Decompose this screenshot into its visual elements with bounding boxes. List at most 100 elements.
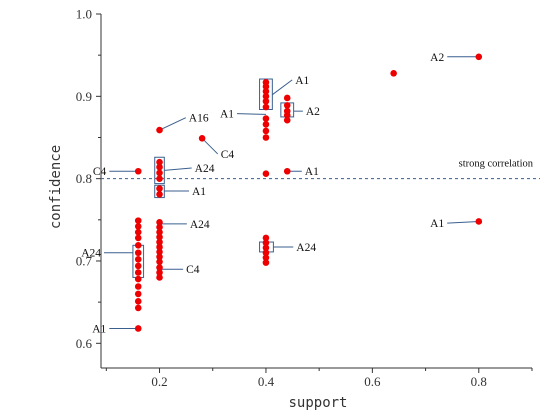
annotation-label: A1 bbox=[305, 166, 319, 178]
annotation-label: A2 bbox=[430, 52, 444, 64]
data-point bbox=[283, 111, 291, 119]
data-point bbox=[134, 275, 142, 283]
leader-layer bbox=[104, 56, 479, 329]
data-point bbox=[156, 158, 163, 166]
data-point bbox=[156, 253, 163, 261]
annotation-label: A1 bbox=[92, 323, 106, 335]
y-tick-label: 1.0 bbox=[76, 7, 92, 22]
data-point bbox=[262, 115, 270, 122]
data-point bbox=[134, 167, 142, 175]
data-point bbox=[134, 256, 142, 263]
data-point bbox=[134, 223, 142, 230]
data-point bbox=[156, 163, 163, 171]
data-point bbox=[262, 170, 270, 178]
annotation-label: A24 bbox=[296, 242, 316, 254]
y-tick-label: 0.8 bbox=[76, 171, 92, 186]
annotation-label: A24 bbox=[190, 219, 210, 231]
data-point bbox=[156, 243, 163, 251]
data-point bbox=[262, 121, 270, 128]
annotation-label: A24 bbox=[195, 163, 215, 175]
annotation-leader bbox=[201, 137, 219, 155]
y-tick-label: 0.9 bbox=[76, 89, 92, 104]
data-point bbox=[134, 304, 142, 312]
data-point bbox=[134, 234, 142, 242]
data-point bbox=[262, 97, 270, 105]
data-point bbox=[156, 233, 163, 241]
data-point bbox=[262, 244, 270, 252]
data-point bbox=[134, 283, 142, 290]
data-point bbox=[198, 135, 206, 142]
annotation-label: A24 bbox=[81, 248, 101, 260]
annotation-leader bbox=[447, 220, 479, 224]
annotation-label: A1 bbox=[295, 75, 309, 87]
data-point bbox=[134, 262, 142, 270]
x-tick-label: 0.6 bbox=[364, 374, 381, 389]
annotation-label: C4 bbox=[186, 264, 200, 276]
data-point bbox=[134, 228, 142, 236]
data-point bbox=[156, 264, 163, 271]
data-point bbox=[262, 249, 270, 257]
data-point bbox=[262, 259, 270, 266]
data-point bbox=[156, 223, 163, 231]
data-point bbox=[262, 254, 270, 261]
data-point bbox=[283, 94, 291, 102]
data-point bbox=[134, 298, 142, 305]
annotation-label: A2 bbox=[306, 106, 320, 118]
data-point bbox=[262, 134, 270, 141]
data-point bbox=[156, 175, 163, 182]
point-layer bbox=[134, 53, 483, 332]
data-point bbox=[156, 274, 163, 281]
data-point bbox=[156, 126, 163, 134]
data-point bbox=[283, 167, 291, 175]
y-tick-label: 0.7 bbox=[76, 253, 93, 268]
data-point bbox=[262, 103, 270, 111]
data-point bbox=[134, 290, 142, 298]
data-point bbox=[134, 217, 142, 224]
annotation-label: A1 bbox=[430, 218, 444, 230]
data-point bbox=[156, 169, 163, 177]
data-point bbox=[156, 185, 163, 192]
data-point bbox=[134, 269, 142, 276]
data-point bbox=[134, 242, 142, 249]
annotation-label: A16 bbox=[189, 113, 209, 125]
reference-layer: strong correlation bbox=[101, 159, 540, 180]
data-point bbox=[156, 228, 163, 236]
x-tick-label: 0.4 bbox=[258, 374, 275, 389]
data-point bbox=[134, 325, 142, 332]
data-point bbox=[262, 127, 270, 135]
annotation-label: C4 bbox=[221, 149, 235, 161]
annotation-leader bbox=[237, 113, 266, 115]
annotation-leader bbox=[159, 117, 187, 131]
y-axis-title: confidence bbox=[48, 145, 64, 229]
annotation-label: A1 bbox=[192, 186, 206, 198]
strong-correlation-label: strong correlation bbox=[459, 159, 534, 170]
data-point bbox=[262, 239, 270, 247]
data-point bbox=[390, 69, 397, 77]
axes: 0.6 0.7 0.8 0.9 1.0 0.2 0.4 0.6 0.8 bbox=[76, 7, 533, 389]
data-point bbox=[475, 218, 483, 225]
data-point bbox=[156, 238, 163, 246]
data-point bbox=[262, 83, 270, 90]
annotation-label: A1 bbox=[220, 109, 234, 121]
label-layer: A2 A1 A2 A1 A16 C4 A24 C4 A1 A1 A1 A24 A24 A24 C4 A1 bbox=[81, 52, 444, 336]
y-tick-label: 0.6 bbox=[76, 336, 93, 351]
data-point bbox=[262, 93, 270, 100]
data-point bbox=[475, 53, 483, 61]
annotation-label: C4 bbox=[93, 166, 107, 178]
data-point bbox=[156, 248, 163, 256]
annotation-leader bbox=[164, 167, 192, 171]
data-point bbox=[156, 258, 163, 266]
data-point bbox=[283, 102, 291, 109]
data-point bbox=[156, 218, 163, 226]
data-point bbox=[156, 269, 163, 276]
data-point bbox=[262, 234, 270, 242]
data-point bbox=[283, 116, 291, 124]
annotation-leader bbox=[272, 79, 293, 96]
data-point bbox=[156, 190, 163, 198]
x-axis-title: support bbox=[288, 395, 347, 411]
data-point bbox=[262, 88, 270, 95]
x-tick-label: 0.8 bbox=[471, 374, 487, 389]
data-point bbox=[134, 249, 142, 257]
